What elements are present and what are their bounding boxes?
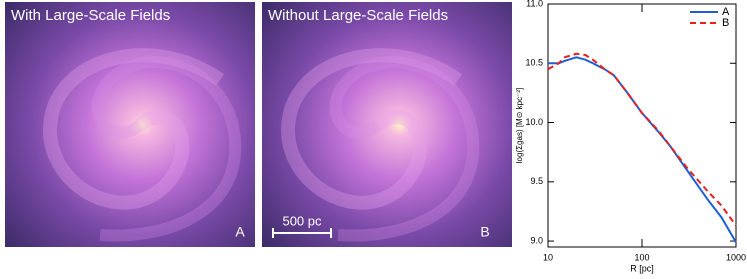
x-tick-label: 10 [543,252,553,262]
x-tick-label: 1000 [726,252,746,262]
legend-label: B [722,17,729,29]
spiral-arm [42,48,225,210]
y-tick-label: 10.0 [525,117,543,127]
spiral-arm [280,48,463,210]
spiral-arm [329,56,480,242]
x-axis-label: R [pc] [630,263,654,273]
panel-a: With Large-Scale Fields A [5,2,255,247]
scale-bar-label: 500 pc [282,213,322,228]
scale-bar [272,228,332,238]
data-line [548,56,737,243]
panel-tag: B [480,224,489,240]
chart: 9.0 9.5 10.0 10.5 11.0 10 100 1000 R [pc] log(Σga… [515,0,746,273]
legend-label: A [722,6,730,18]
galaxy-image [262,2,512,247]
y-axis-label: log(Σgas) [M⊙ kpc⁻²] [515,88,524,163]
data-line [547,52,737,227]
x-tick-label: 100 [634,252,649,262]
y-tick-label: 10.5 [525,58,543,68]
y-tick-label: 9.0 [530,235,543,245]
y-tick-label: 11.0 [526,0,543,8]
spiral-arm [91,56,242,242]
panel-title: With Large-Scale Fields [11,7,170,24]
y-tick-label: 9.5 [530,176,543,186]
panel-b: Without Large-Scale Fields B 500 pc [262,2,512,247]
galaxy-image [5,2,255,247]
panel-tag: A [235,224,245,240]
panel-title: Without Large-Scale Fields [268,7,448,24]
plot-frame [547,3,737,248]
